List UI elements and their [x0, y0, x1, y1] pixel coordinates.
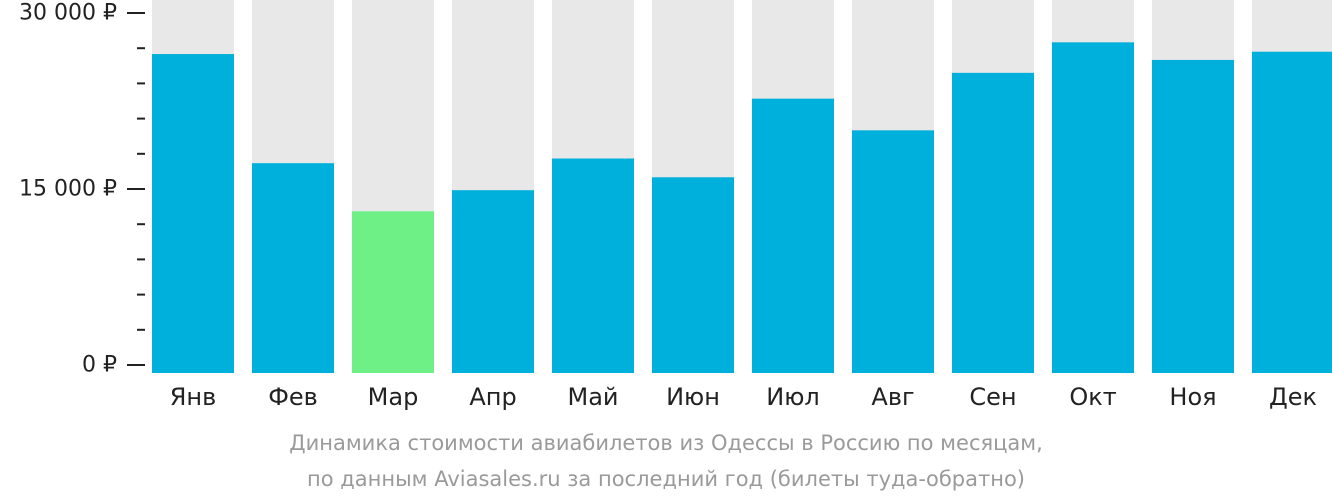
x-tick-label: Май [567, 383, 618, 411]
bar-10[interactable] [1052, 42, 1134, 373]
bar-11[interactable] [1152, 59, 1234, 373]
x-tick-label: Июн [666, 383, 720, 411]
x-tick-label: Ноя [1169, 383, 1216, 411]
x-tick-label: Апр [469, 383, 516, 411]
x-axis-labels: Янв Фев Мар Апр Май Июн Июл Авг Сен Окт Ноя Дек [170, 383, 1317, 411]
bar-2[interactable] [252, 163, 334, 373]
x-tick-label: Авг [871, 383, 914, 411]
bars [152, 42, 1332, 374]
chart-caption-line-2: по данным Aviasales.ru за последний год … [307, 467, 1025, 491]
chart-caption-line-1: Динамика стоимости авиабилетов из Одессы… [289, 431, 1043, 455]
bar-4[interactable] [452, 190, 534, 373]
bar-6[interactable] [652, 177, 734, 373]
x-tick-label: Мар [368, 383, 419, 411]
x-tick-label: Сен [969, 383, 1016, 411]
x-tick-label: Июл [766, 383, 820, 411]
bar-8[interactable] [852, 130, 934, 373]
x-tick-label: Фев [268, 383, 318, 411]
y-tick-label: 0 ₽ [82, 353, 117, 378]
x-tick-label: Дек [1269, 383, 1317, 411]
bar-3[interactable] [352, 211, 434, 373]
x-tick-label: Окт [1069, 383, 1116, 411]
y-tick-label: 15 000 ₽ [19, 177, 117, 202]
bar-7[interactable] [752, 98, 834, 374]
y-axis: 0 ₽ 15 000 ₽ 30 000 ₽ [19, 1, 145, 378]
bar-1[interactable] [152, 54, 234, 374]
bar-12[interactable] [1252, 51, 1332, 373]
bar-5[interactable] [552, 158, 634, 373]
y-tick-label: 30 000 ₽ [19, 1, 117, 26]
x-tick-label: Янв [170, 383, 217, 411]
bar-9[interactable] [952, 72, 1034, 373]
